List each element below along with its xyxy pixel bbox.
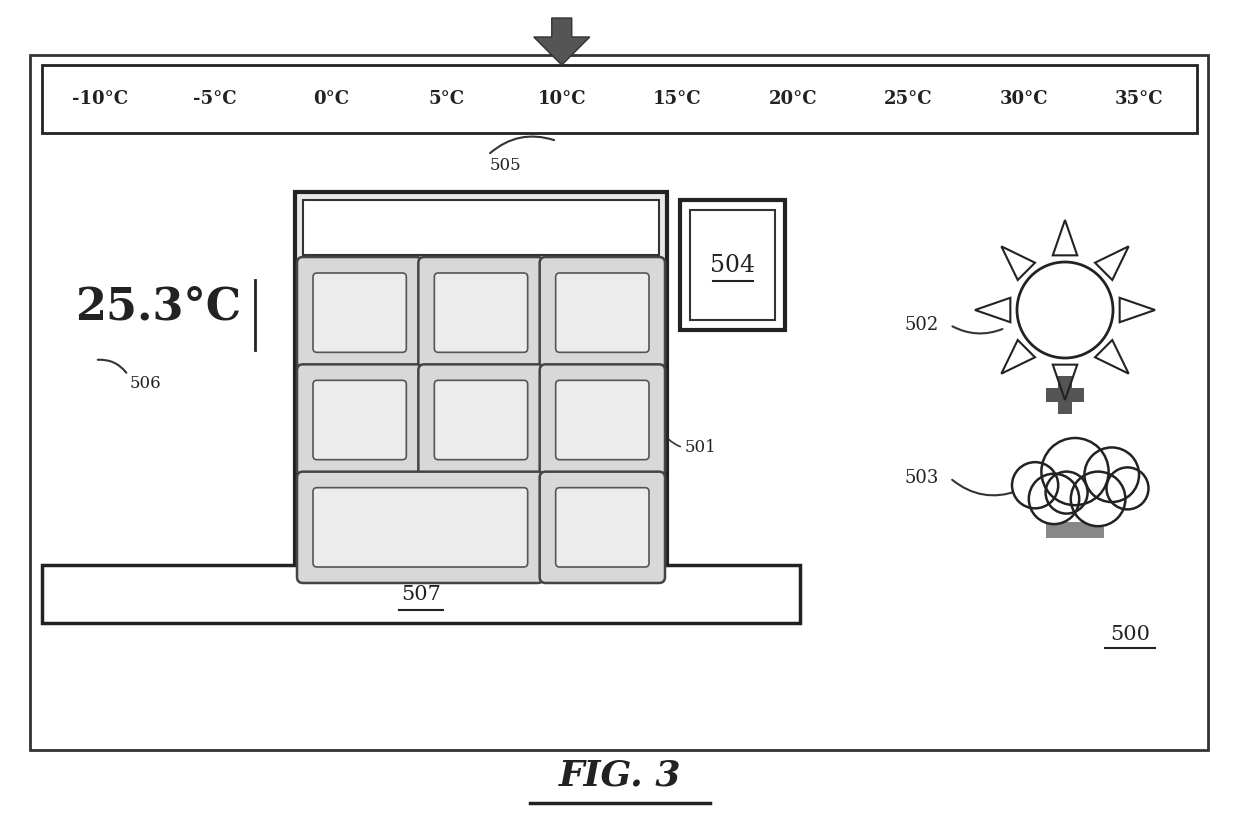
FancyBboxPatch shape (418, 257, 543, 369)
Text: -10°C: -10°C (72, 90, 128, 108)
FancyBboxPatch shape (298, 472, 543, 583)
FancyBboxPatch shape (312, 487, 528, 567)
Text: 35°C: 35°C (1115, 90, 1163, 108)
Bar (1047, 388, 1084, 402)
Circle shape (1071, 472, 1126, 526)
Circle shape (1029, 474, 1079, 524)
FancyBboxPatch shape (312, 380, 407, 460)
FancyBboxPatch shape (539, 364, 665, 476)
Bar (1047, 522, 1104, 538)
FancyBboxPatch shape (312, 273, 407, 352)
Bar (689, 210, 775, 320)
Polygon shape (533, 18, 590, 65)
Circle shape (1042, 438, 1109, 505)
FancyBboxPatch shape (556, 487, 649, 567)
Bar (303, 200, 658, 255)
Text: 501: 501 (684, 439, 717, 456)
FancyBboxPatch shape (556, 273, 649, 352)
FancyBboxPatch shape (539, 472, 665, 583)
Bar (42, 565, 800, 623)
Text: 502: 502 (905, 316, 939, 334)
Circle shape (1106, 467, 1148, 509)
FancyBboxPatch shape (298, 364, 423, 476)
Bar (680, 200, 785, 330)
FancyBboxPatch shape (298, 257, 423, 369)
Circle shape (1085, 447, 1140, 502)
Text: 20°C: 20°C (769, 90, 817, 108)
Bar (42, 65, 1197, 133)
Text: 30°C: 30°C (999, 90, 1048, 108)
Text: 507: 507 (401, 584, 441, 604)
Text: 0°C: 0°C (312, 90, 348, 108)
Text: 503: 503 (905, 469, 940, 487)
Text: 25°C: 25°C (884, 90, 932, 108)
Text: -5°C: -5°C (193, 90, 237, 108)
Text: 500: 500 (1110, 625, 1149, 645)
FancyBboxPatch shape (539, 257, 665, 369)
Text: FIG. 3: FIG. 3 (559, 758, 681, 792)
FancyBboxPatch shape (556, 380, 649, 460)
Bar (30, 55, 1208, 750)
Text: 10°C: 10°C (537, 90, 587, 108)
FancyBboxPatch shape (418, 364, 543, 476)
Bar (1058, 376, 1073, 414)
Text: 15°C: 15°C (653, 90, 702, 108)
Text: 504: 504 (711, 253, 755, 277)
Text: 505: 505 (490, 157, 522, 174)
Text: 5°C: 5°C (428, 90, 464, 108)
FancyBboxPatch shape (434, 380, 528, 460)
FancyBboxPatch shape (434, 273, 528, 352)
Text: 25.3°C: 25.3°C (74, 285, 241, 328)
Bar (295, 192, 667, 585)
Circle shape (1045, 472, 1087, 513)
Circle shape (1012, 462, 1058, 508)
Text: 506: 506 (130, 375, 161, 392)
